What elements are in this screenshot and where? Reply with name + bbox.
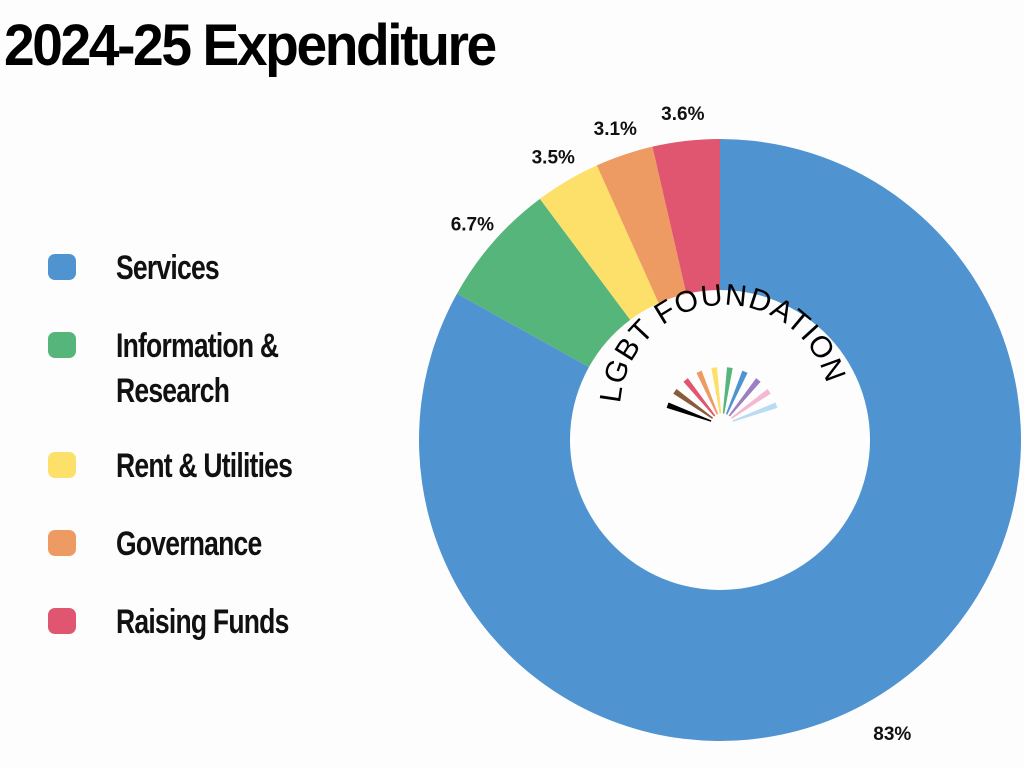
legend-swatch [48,608,76,634]
legend-item-information-research: Information & Research [48,324,279,410]
slice-information-research [456,198,631,368]
legend-label: Governance [116,525,262,563]
legend-item-services: Services [48,246,220,287]
legend-label: Raising Funds [116,603,289,641]
logo-ray [683,378,716,417]
logo-ray [730,389,771,419]
data-label: 3.6% [661,104,704,125]
legend-swatch [48,530,76,556]
data-label: 3.5% [532,147,575,168]
legend-label-line: Research [116,372,230,410]
logo-ray [666,402,712,422]
legend-label: Information & Research [116,324,279,414]
data-label: 6.7% [451,214,494,235]
logo-ray [728,378,761,417]
slice-raising-funds [652,139,720,294]
legend-swatch [48,332,76,358]
legend-label-line: Information & [116,327,279,365]
data-label: 3.1% [594,119,637,140]
logo-ray [732,402,778,422]
legend-swatch [48,452,76,478]
legend-item-rent-utilities: Rent & Utilities [48,444,293,485]
legend-item-raising-funds: Raising Funds [48,600,289,641]
logo-ray [722,367,733,414]
slice-governance [596,146,687,304]
legend-item-governance: Governance [48,522,262,563]
logo-ray [711,367,722,414]
slice-services [418,139,1021,741]
legend-swatch [48,254,76,280]
chart-title: 2024-25 Expenditure [4,13,497,78]
data-label: 83% [873,724,911,745]
legend-label: Services [116,249,220,287]
slice-rent-utilities [539,165,659,320]
logo-ray [725,370,748,415]
logo-ray [673,389,714,419]
logo-ray [696,370,719,415]
legend-label: Rent & Utilities [116,447,293,485]
